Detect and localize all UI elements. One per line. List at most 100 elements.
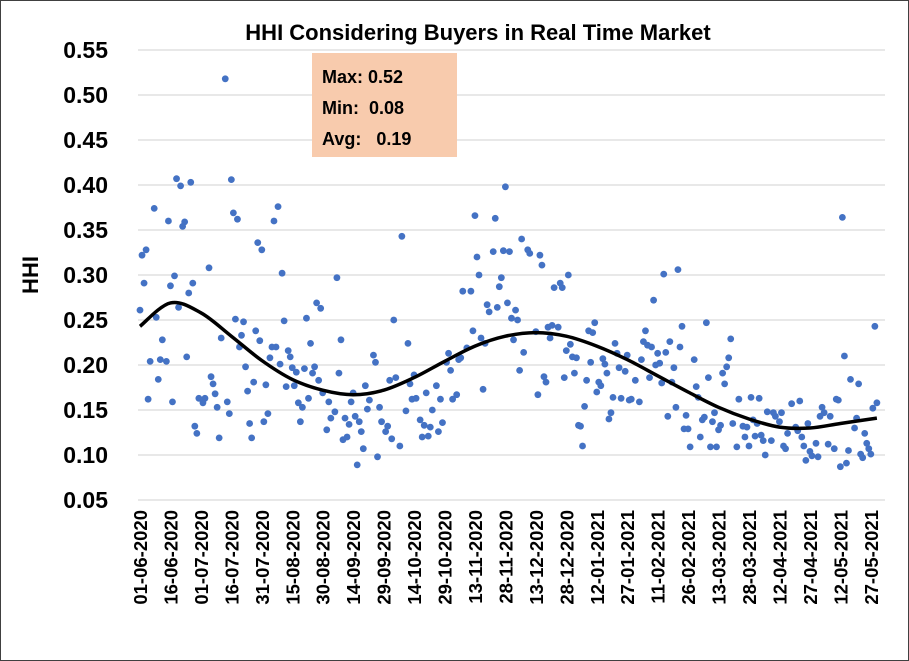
data-point — [759, 437, 767, 444]
data-point — [365, 396, 373, 404]
data-point — [660, 270, 668, 278]
data-point — [299, 403, 306, 411]
data-point — [154, 376, 162, 383]
data-point — [621, 367, 629, 375]
data-point — [274, 203, 282, 211]
chart-title: HHI Considering Buyers in Real Time Mark… — [245, 20, 711, 45]
data-point — [361, 382, 369, 390]
data-point — [808, 452, 816, 460]
y-tick-label: 0.55 — [63, 37, 108, 63]
data-point — [211, 390, 219, 398]
data-point — [583, 376, 590, 384]
data-point — [510, 336, 517, 344]
data-point — [422, 389, 430, 397]
data-point — [437, 395, 444, 403]
data-point — [711, 409, 718, 417]
data-point — [185, 289, 193, 297]
x-tick-label: 14-09-2020 — [343, 510, 364, 605]
data-point — [560, 374, 568, 381]
data-point — [221, 75, 229, 83]
data-point — [432, 382, 440, 390]
data-point — [666, 338, 674, 345]
data-point — [439, 419, 446, 426]
data-point — [357, 428, 365, 435]
data-point — [627, 395, 635, 403]
data-point — [473, 253, 481, 261]
data-point — [646, 374, 653, 381]
data-point — [577, 422, 584, 430]
y-tick-label: 0.30 — [63, 262, 108, 288]
y-tick-label: 0.15 — [63, 397, 108, 423]
data-point — [140, 279, 148, 287]
data-point — [424, 432, 432, 440]
y-tick-label: 0.25 — [63, 307, 108, 333]
x-tick-label: 16-06-2020 — [160, 510, 181, 605]
data-point — [351, 412, 359, 420]
data-point — [382, 428, 390, 435]
data-point — [871, 322, 879, 330]
data-point — [664, 412, 672, 420]
data-point — [288, 364, 296, 372]
data-point — [534, 391, 542, 399]
data-point — [270, 217, 278, 225]
data-point — [873, 399, 881, 407]
data-point — [771, 412, 779, 420]
data-point — [741, 433, 749, 441]
data-point — [727, 335, 735, 343]
data-point — [654, 349, 662, 357]
data-point — [605, 415, 613, 423]
data-point — [242, 363, 249, 371]
data-point — [499, 247, 507, 255]
data-point — [721, 380, 729, 388]
data-point — [477, 334, 485, 342]
data-point — [729, 420, 737, 427]
y-tick-label: 0.10 — [63, 442, 108, 468]
data-point — [656, 359, 664, 367]
data-point — [631, 376, 639, 384]
data-point — [591, 319, 599, 327]
data-point — [826, 412, 834, 420]
x-tick-label: 29-09-2020 — [374, 510, 395, 605]
data-point — [475, 271, 483, 279]
data-point — [493, 304, 501, 311]
stats-annotation-box: Max: 0.52 Min: 0.08 Avg: 0.19 — [312, 53, 457, 157]
data-point — [865, 445, 873, 453]
data-point — [824, 440, 832, 448]
y-tick-label: 0.35 — [63, 217, 108, 243]
data-point — [345, 421, 353, 428]
y-tick-label: 0.20 — [63, 352, 108, 378]
data-point — [788, 400, 796, 408]
x-tick-label: 12-05-2021 — [830, 510, 851, 605]
data-point — [469, 327, 477, 335]
x-tick-label: 31-07-2020 — [252, 510, 273, 605]
data-point — [171, 272, 178, 280]
data-point — [859, 454, 867, 462]
data-point — [713, 443, 720, 451]
x-tick-label: 13-12-2020 — [526, 510, 547, 605]
data-point — [869, 404, 877, 412]
data-points — [136, 75, 881, 471]
data-point — [156, 356, 164, 363]
gridlines — [138, 49, 885, 501]
data-point — [426, 423, 434, 431]
data-point — [282, 383, 290, 390]
data-point — [623, 351, 631, 359]
data-point — [861, 430, 869, 437]
data-point — [514, 316, 521, 324]
data-point — [670, 364, 678, 372]
data-point — [303, 314, 310, 322]
data-point — [262, 381, 270, 389]
data-point — [518, 235, 526, 243]
data-point — [290, 382, 298, 390]
data-point — [144, 395, 152, 403]
data-point — [838, 214, 846, 221]
data-point — [834, 396, 842, 404]
data-point — [296, 418, 304, 426]
data-point — [467, 287, 475, 295]
data-point — [581, 403, 588, 410]
data-point — [150, 205, 158, 212]
data-point — [294, 399, 302, 407]
data-point — [686, 443, 694, 451]
data-point — [818, 403, 826, 411]
